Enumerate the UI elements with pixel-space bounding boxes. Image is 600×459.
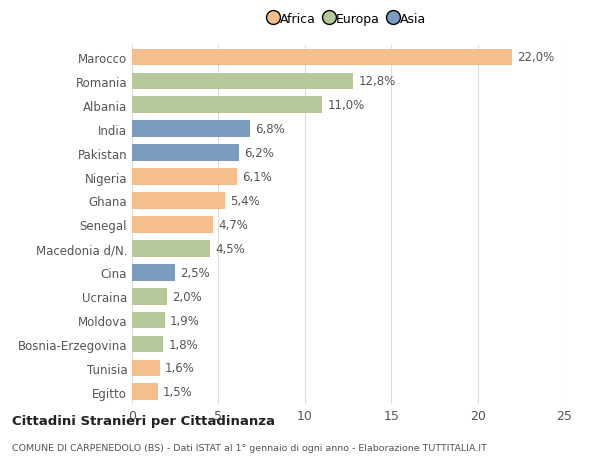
Text: 22,0%: 22,0%	[517, 51, 554, 64]
Bar	[132, 73, 353, 90]
Bar	[132, 97, 322, 114]
Text: 1,8%: 1,8%	[168, 338, 198, 351]
Bar	[132, 241, 210, 257]
Bar	[132, 145, 239, 162]
Text: 1,6%: 1,6%	[165, 362, 195, 375]
Bar	[132, 384, 158, 400]
Text: 2,0%: 2,0%	[172, 290, 202, 303]
Bar	[132, 121, 250, 138]
Text: 6,2%: 6,2%	[244, 147, 274, 160]
Legend: Africa, Europa, Asia: Africa, Europa, Asia	[270, 13, 426, 26]
Bar	[132, 288, 167, 305]
Bar	[132, 217, 213, 233]
Bar	[132, 193, 226, 209]
Text: COMUNE DI CARPENEDOLO (BS) - Dati ISTAT al 1° gennaio di ogni anno - Elaborazion: COMUNE DI CARPENEDOLO (BS) - Dati ISTAT …	[12, 443, 487, 452]
Text: 2,5%: 2,5%	[181, 266, 210, 279]
Bar	[132, 50, 512, 66]
Text: 4,5%: 4,5%	[215, 242, 245, 255]
Text: 6,1%: 6,1%	[242, 171, 272, 184]
Text: 6,8%: 6,8%	[254, 123, 284, 136]
Text: 5,4%: 5,4%	[230, 195, 260, 207]
Text: 11,0%: 11,0%	[327, 99, 365, 112]
Text: 1,5%: 1,5%	[163, 386, 193, 398]
Text: 1,9%: 1,9%	[170, 314, 200, 327]
Bar	[132, 360, 160, 376]
Bar	[132, 336, 163, 353]
Text: 4,7%: 4,7%	[218, 218, 248, 231]
Bar	[132, 264, 175, 281]
Bar	[132, 312, 165, 329]
Bar	[132, 169, 238, 185]
Text: 12,8%: 12,8%	[358, 75, 395, 88]
Text: Cittadini Stranieri per Cittadinanza: Cittadini Stranieri per Cittadinanza	[12, 414, 275, 428]
